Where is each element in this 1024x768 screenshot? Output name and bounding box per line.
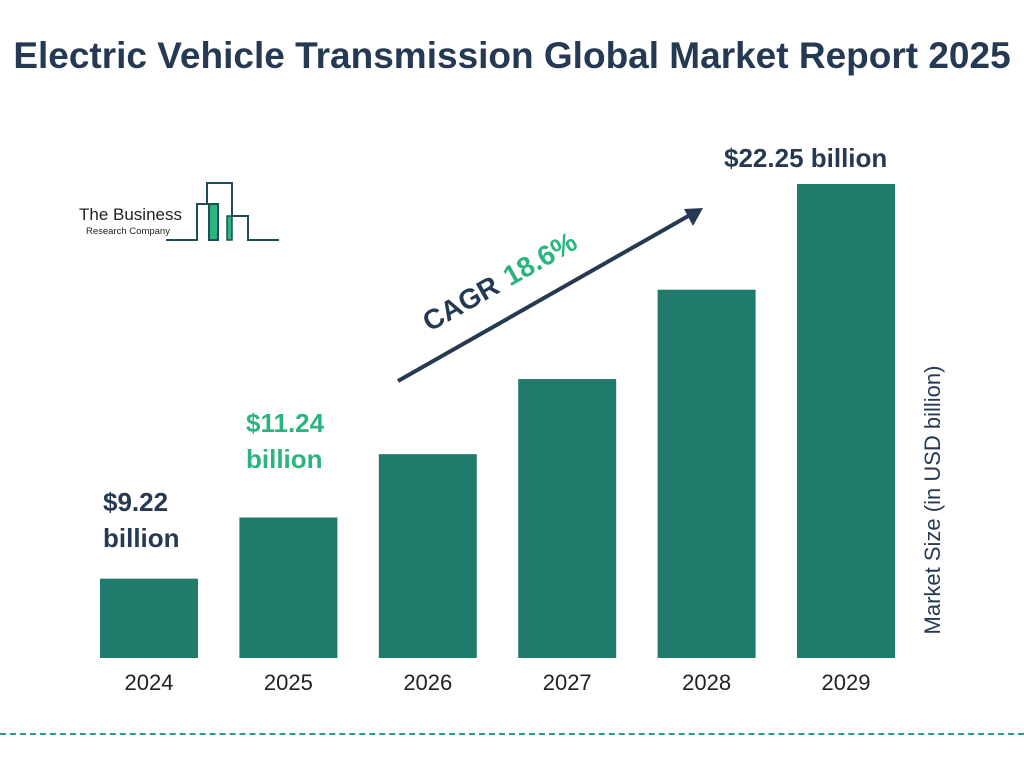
x-tick-label: 2028 — [682, 670, 731, 695]
data-label-2025: $11.24 billion — [246, 408, 325, 474]
bar-2029 — [797, 184, 895, 658]
logo-text-line2: Research Company — [86, 226, 170, 237]
cagr-arrow-head-icon — [684, 208, 703, 226]
cagr-arrow-line — [397, 213, 691, 383]
bar-2025 — [239, 517, 338, 658]
bar-2026 — [378, 454, 477, 658]
data-label-2024: $9.22 billion — [103, 487, 180, 553]
bar-2028 — [657, 289, 756, 658]
y-axis-label: Market Size (in USD billion) — [920, 365, 945, 635]
x-tick-label: 2026 — [403, 670, 452, 695]
logo-text-line1: The Business — [79, 205, 182, 224]
bar-2024 — [100, 578, 198, 658]
data-label-2029: $22.25 billion — [724, 143, 888, 173]
x-tick-label: 2024 — [125, 670, 174, 695]
bar-2027 — [518, 379, 617, 658]
x-tick-label: 2027 — [543, 670, 592, 695]
logo-buildings-icon — [166, 182, 279, 241]
chart-title: Electric Vehicle Transmission Global Mar… — [13, 35, 1011, 76]
x-tick-label: 2029 — [822, 670, 871, 695]
x-tick-label: 2025 — [264, 670, 313, 695]
footer-divider — [0, 733, 1024, 735]
